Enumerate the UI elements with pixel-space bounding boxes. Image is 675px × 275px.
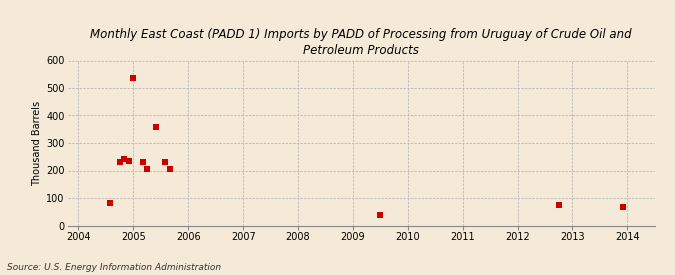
Title: Monthly East Coast (PADD 1) Imports by PADD of Processing from Uruguay of Crude : Monthly East Coast (PADD 1) Imports by P… — [90, 28, 632, 57]
Point — [151, 125, 162, 129]
Point — [375, 213, 385, 217]
Point — [160, 160, 171, 164]
Point — [554, 203, 564, 207]
Y-axis label: Thousand Barrels: Thousand Barrels — [32, 100, 42, 186]
Point — [137, 160, 148, 164]
Point — [128, 76, 139, 81]
Point — [124, 159, 134, 164]
Point — [165, 167, 176, 171]
Point — [142, 167, 153, 171]
Point — [618, 205, 628, 209]
Point — [105, 201, 115, 205]
Text: Source: U.S. Energy Information Administration: Source: U.S. Energy Information Administ… — [7, 263, 221, 272]
Point — [119, 157, 130, 161]
Point — [114, 160, 125, 164]
